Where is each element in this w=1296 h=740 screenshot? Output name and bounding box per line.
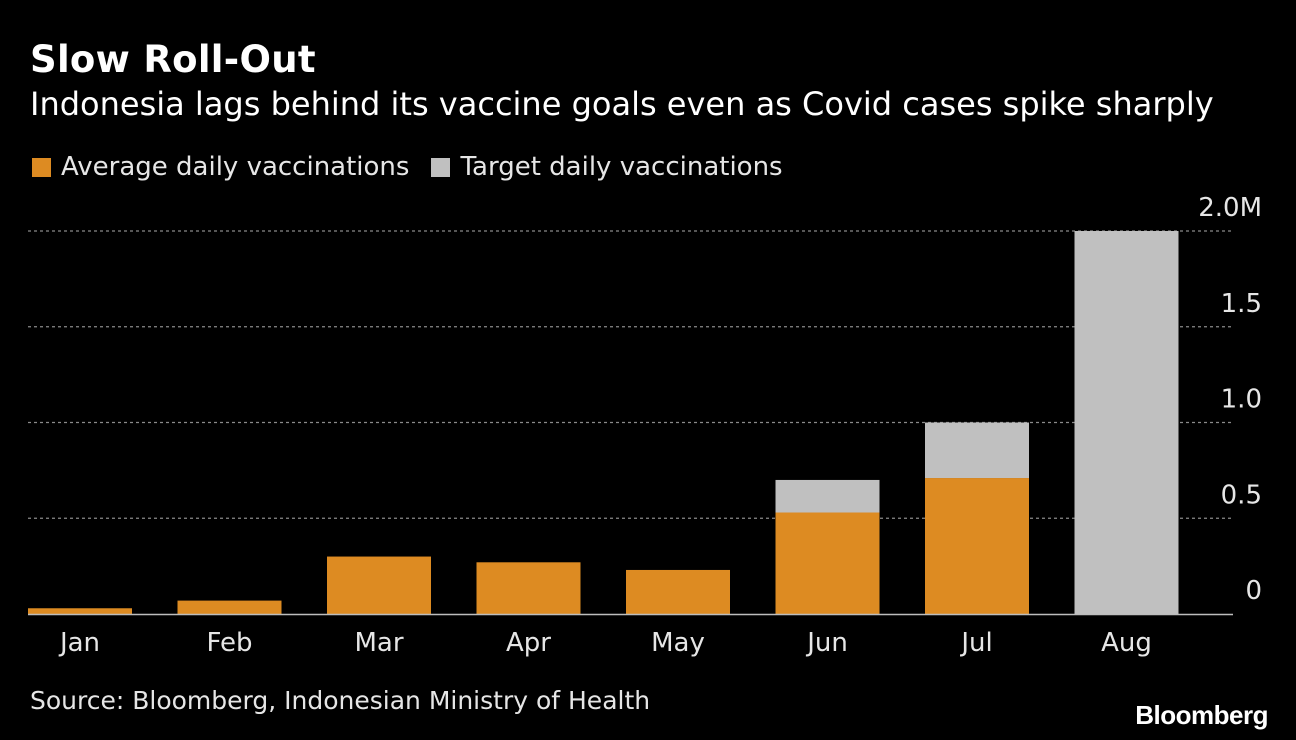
legend-label-average: Average daily vaccinations <box>61 152 410 182</box>
chart-subtitle: Indonesia lags behind its vaccine goals … <box>30 85 1214 123</box>
legend: Average daily vaccinations Target daily … <box>32 152 805 182</box>
chart-title: Slow Roll-Out <box>30 38 316 81</box>
legend-item-average: Average daily vaccinations <box>32 152 409 182</box>
bar-average-jul <box>925 478 1029 614</box>
bar-target-jun <box>775 479 880 513</box>
legend-swatch-target <box>431 157 451 177</box>
bar-average-jan <box>28 608 132 614</box>
y-tick-label-4: 2.0M <box>1198 193 1262 223</box>
x-tick-label-feb: Feb <box>206 628 252 658</box>
y-tick-label-1: 0.5 <box>1221 480 1262 510</box>
x-tick-label-jun: Jun <box>805 628 848 658</box>
legend-label-target: Target daily vaccinations <box>460 152 783 182</box>
y-tick-label-3: 1.5 <box>1221 289 1262 319</box>
bar-average-mar <box>327 556 431 614</box>
bloomberg-logo: Bloomberg <box>1135 700 1268 730</box>
x-tick-label-jul: Jul <box>959 628 992 658</box>
x-tick-label-apr: Apr <box>506 628 551 658</box>
bar-average-may <box>626 569 730 614</box>
legend-item-target: Target daily vaccinations <box>431 152 783 182</box>
x-tick-label-mar: Mar <box>354 628 403 658</box>
bar-target-aug <box>1074 231 1179 614</box>
bar-average-jun <box>775 512 880 614</box>
bar-average-apr <box>476 562 581 614</box>
bar-target-jul <box>925 422 1029 479</box>
bar-average-feb <box>177 600 282 614</box>
source-note: Source: Bloomberg, Indonesian Ministry o… <box>30 686 651 715</box>
x-tick-label-jan: Jan <box>58 628 100 658</box>
y-tick-label-0: 0 <box>1245 576 1262 606</box>
y-tick-label-2: 1.0 <box>1221 385 1262 415</box>
x-tick-label-may: May <box>651 628 705 658</box>
x-tick-label-aug: Aug <box>1101 628 1152 658</box>
legend-swatch-average <box>32 157 51 177</box>
